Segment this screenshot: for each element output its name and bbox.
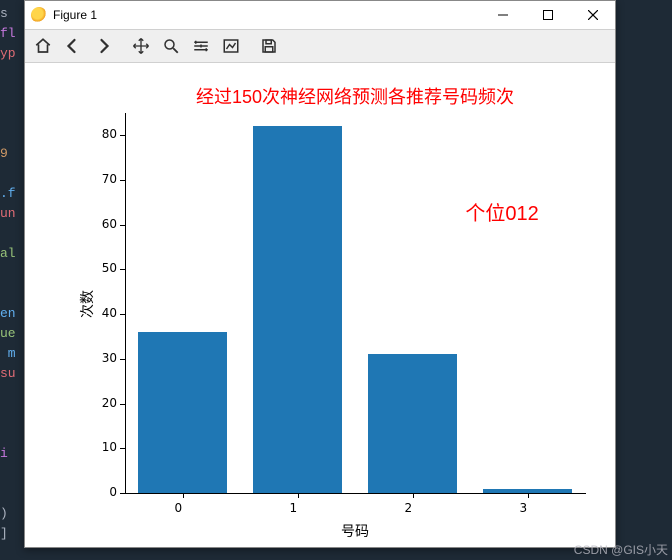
zoom-icon [162, 37, 180, 55]
close-icon [588, 10, 598, 20]
matplotlib-app-icon [31, 7, 47, 23]
x-tick-label: 3 [520, 501, 528, 515]
y-tick-mark [120, 448, 125, 449]
home-button[interactable] [29, 33, 57, 59]
code-line: fl [0, 24, 24, 44]
window-controls [480, 1, 615, 29]
x-tick-label: 1 [290, 501, 298, 515]
editor-gutter: sflyp 9 .fun al enue msu i)] [0, 0, 24, 560]
bar [368, 354, 458, 493]
minimize-button[interactable] [480, 1, 525, 29]
customize-icon [222, 37, 240, 55]
annotation-text: 个位012 [465, 197, 538, 226]
y-tick-mark [120, 135, 125, 136]
code-line: su [0, 364, 24, 384]
code-line [0, 484, 24, 504]
y-tick-label: 30 [93, 351, 117, 365]
code-line [0, 404, 24, 424]
code-line [0, 84, 24, 104]
y-tick-label: 40 [93, 306, 117, 320]
titlebar: Figure 1 [25, 1, 615, 30]
x-tick-label: 0 [175, 501, 183, 515]
code-line [0, 104, 24, 124]
code-line [0, 124, 24, 144]
chart-title: 经过150次神经网络预测各推荐号码频次 [125, 83, 585, 109]
forward-button[interactable] [89, 33, 117, 59]
subplots-button[interactable] [187, 33, 215, 59]
plot-canvas: 经过150次神经网络预测各推荐号码频次 次数 号码 个位012 01020304… [25, 63, 613, 547]
x-tick-mark [183, 493, 184, 498]
y-tick-label: 20 [93, 396, 117, 410]
code-line: 9 [0, 144, 24, 164]
code-line [0, 64, 24, 84]
code-line: m [0, 344, 24, 364]
y-tick-mark [120, 225, 125, 226]
maximize-icon [543, 10, 553, 20]
zoom-button[interactable] [157, 33, 185, 59]
window-title: Figure 1 [53, 8, 480, 22]
minimize-icon [498, 10, 508, 20]
code-line: yp [0, 44, 24, 64]
code-line [0, 224, 24, 244]
maximize-button[interactable] [525, 1, 570, 29]
code-line: s [0, 4, 24, 24]
code-line: ) [0, 504, 24, 524]
code-line: en [0, 304, 24, 324]
back-icon [64, 37, 82, 55]
y-tick-mark [120, 314, 125, 315]
y-tick-mark [120, 404, 125, 405]
y-tick-mark [120, 269, 125, 270]
code-line: un [0, 204, 24, 224]
code-line [0, 424, 24, 444]
x-tick-label: 2 [405, 501, 413, 515]
x-axis-label: 号码 [125, 521, 585, 541]
save-button[interactable] [255, 33, 283, 59]
y-tick-label: 0 [93, 485, 117, 499]
bar [138, 332, 228, 493]
y-tick-mark [120, 180, 125, 181]
y-tick-mark [120, 493, 125, 494]
save-icon [260, 37, 278, 55]
pan-button[interactable] [127, 33, 155, 59]
x-tick-mark [528, 493, 529, 498]
forward-icon [94, 37, 112, 55]
figure-window: Figure 1 [24, 0, 616, 548]
customize-button[interactable] [217, 33, 245, 59]
y-tick-label: 70 [93, 172, 117, 186]
code-line: al [0, 244, 24, 264]
bar [253, 126, 343, 493]
y-tick-label: 50 [93, 261, 117, 275]
y-tick-label: 80 [93, 127, 117, 141]
code-line: ue [0, 324, 24, 344]
subplots-icon [192, 37, 210, 55]
csdn-watermark: CSDN @GIS小天 [574, 541, 668, 558]
code-line: ] [0, 524, 24, 544]
close-button[interactable] [570, 1, 615, 29]
x-tick-mark [413, 493, 414, 498]
code-line [0, 384, 24, 404]
bar [483, 489, 573, 493]
back-button[interactable] [59, 33, 87, 59]
y-tick-mark [120, 359, 125, 360]
x-tick-mark [298, 493, 299, 498]
code-line: .f [0, 184, 24, 204]
mpl-toolbar [25, 30, 615, 63]
code-line [0, 264, 24, 284]
code-line [0, 284, 24, 304]
y-tick-label: 60 [93, 217, 117, 231]
code-line [0, 164, 24, 184]
pan-icon [132, 37, 150, 55]
code-line [0, 464, 24, 484]
y-tick-label: 10 [93, 440, 117, 454]
home-icon [34, 37, 52, 55]
code-line: i [0, 444, 24, 464]
